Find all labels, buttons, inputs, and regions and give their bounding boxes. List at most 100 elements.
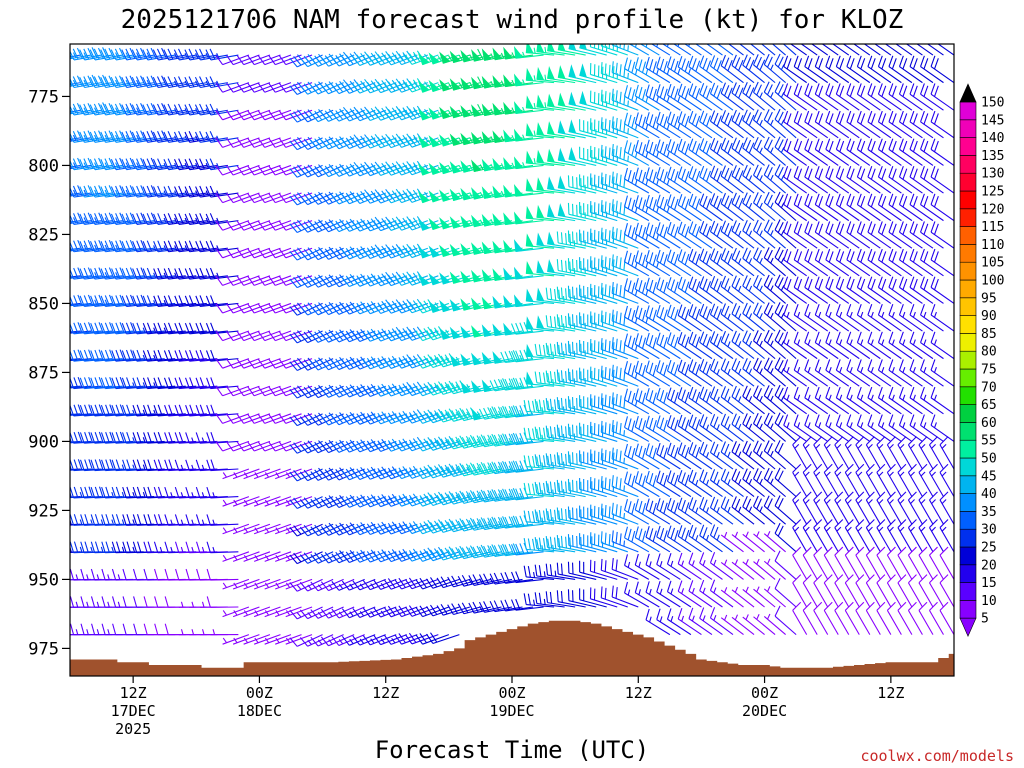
barb-full	[63, 131, 68, 141]
barb-full	[161, 75, 167, 87]
wind-barb	[164, 568, 197, 581]
barb-full	[178, 240, 184, 252]
barb-full	[121, 350, 127, 362]
barb-full	[174, 486, 180, 499]
barb-half	[48, 273, 50, 278]
barb-half	[115, 272, 119, 278]
barb-full	[156, 103, 163, 115]
barb-half	[83, 189, 87, 196]
barb-full	[136, 295, 142, 307]
barb-half	[541, 489, 544, 496]
barb-full	[150, 102, 157, 114]
barb-full	[111, 295, 117, 307]
barb-full	[178, 103, 184, 115]
barb-full	[542, 455, 546, 467]
barb-half	[195, 190, 199, 197]
barb-full	[70, 105, 75, 116]
barb-full	[534, 399, 538, 411]
barb-full	[549, 591, 553, 604]
barb-full	[129, 212, 136, 224]
barb-full	[150, 130, 157, 142]
barb-full	[122, 541, 127, 553]
barb-flag	[492, 130, 503, 143]
barb-full	[73, 240, 79, 252]
wind-barb	[79, 185, 113, 198]
barb-half	[72, 107, 77, 114]
barb-half	[205, 80, 210, 87]
barb-full	[111, 432, 117, 444]
barb-full	[188, 131, 195, 142]
barb-full	[49, 351, 53, 362]
barb-full	[164, 432, 169, 444]
barb-half	[191, 629, 195, 635]
barb-full	[130, 349, 136, 361]
wind-barb	[70, 623, 102, 636]
barb-full	[143, 568, 148, 581]
barb-full	[185, 404, 190, 417]
barb-full	[79, 186, 85, 198]
barb-full	[101, 541, 106, 553]
barb-full	[101, 623, 106, 635]
barb-full	[185, 432, 190, 444]
wind-barb	[80, 623, 113, 636]
barb-full	[94, 459, 100, 471]
barb-half	[63, 80, 65, 85]
barb-full	[147, 541, 152, 553]
barb-half	[201, 601, 205, 608]
barb-full	[109, 459, 115, 471]
barb-full	[542, 427, 546, 440]
barb-half	[111, 546, 115, 553]
barb-full	[547, 372, 550, 385]
barb-half	[107, 629, 110, 635]
wind-barb	[70, 109, 81, 113]
barb-full	[125, 158, 132, 170]
barb-flag	[492, 185, 503, 199]
barb-full	[53, 350, 57, 361]
barb-full	[76, 75, 83, 87]
barb-full	[49, 624, 52, 635]
barb-shaft	[70, 469, 71, 470]
barb-full	[70, 50, 75, 61]
barb-full	[73, 377, 79, 389]
barb-full	[52, 213, 56, 223]
barb-full	[545, 370, 549, 382]
barb-full	[131, 159, 138, 170]
barb-full	[38, 77, 43, 87]
barb-full	[147, 404, 153, 416]
barb-full	[110, 131, 117, 143]
barb-flag	[417, 163, 430, 176]
barb-full	[70, 514, 75, 526]
barb-full	[87, 185, 94, 197]
barb-shaft	[70, 275, 81, 278]
barb-half	[94, 189, 98, 196]
barb-full	[60, 542, 63, 553]
barb-full	[115, 322, 121, 334]
barb-full	[72, 76, 79, 88]
barb-full	[77, 185, 83, 197]
barb-full	[174, 186, 180, 198]
barb-full	[173, 104, 180, 116]
barb-shaft	[70, 413, 71, 415]
barb-full	[163, 322, 169, 335]
barb-full	[121, 76, 128, 88]
barb-full	[523, 565, 527, 578]
barb-full	[553, 371, 557, 384]
barb-full	[63, 323, 67, 334]
wind-barb	[70, 185, 102, 198]
barb-full	[109, 322, 115, 334]
barb-full	[189, 404, 195, 416]
barb-full	[111, 514, 117, 526]
barb-full	[70, 382, 73, 389]
barb-full	[70, 409, 73, 416]
barb-full	[184, 159, 191, 170]
barb-full	[157, 432, 163, 444]
barb-full	[38, 50, 43, 60]
barb-half	[533, 571, 536, 578]
barb-full	[164, 623, 169, 635]
barb-full	[93, 48, 100, 60]
barb-half	[541, 545, 544, 551]
barb-full	[94, 240, 100, 252]
barb-full	[206, 596, 211, 608]
barb-half	[48, 355, 50, 360]
barb-full	[90, 268, 96, 280]
